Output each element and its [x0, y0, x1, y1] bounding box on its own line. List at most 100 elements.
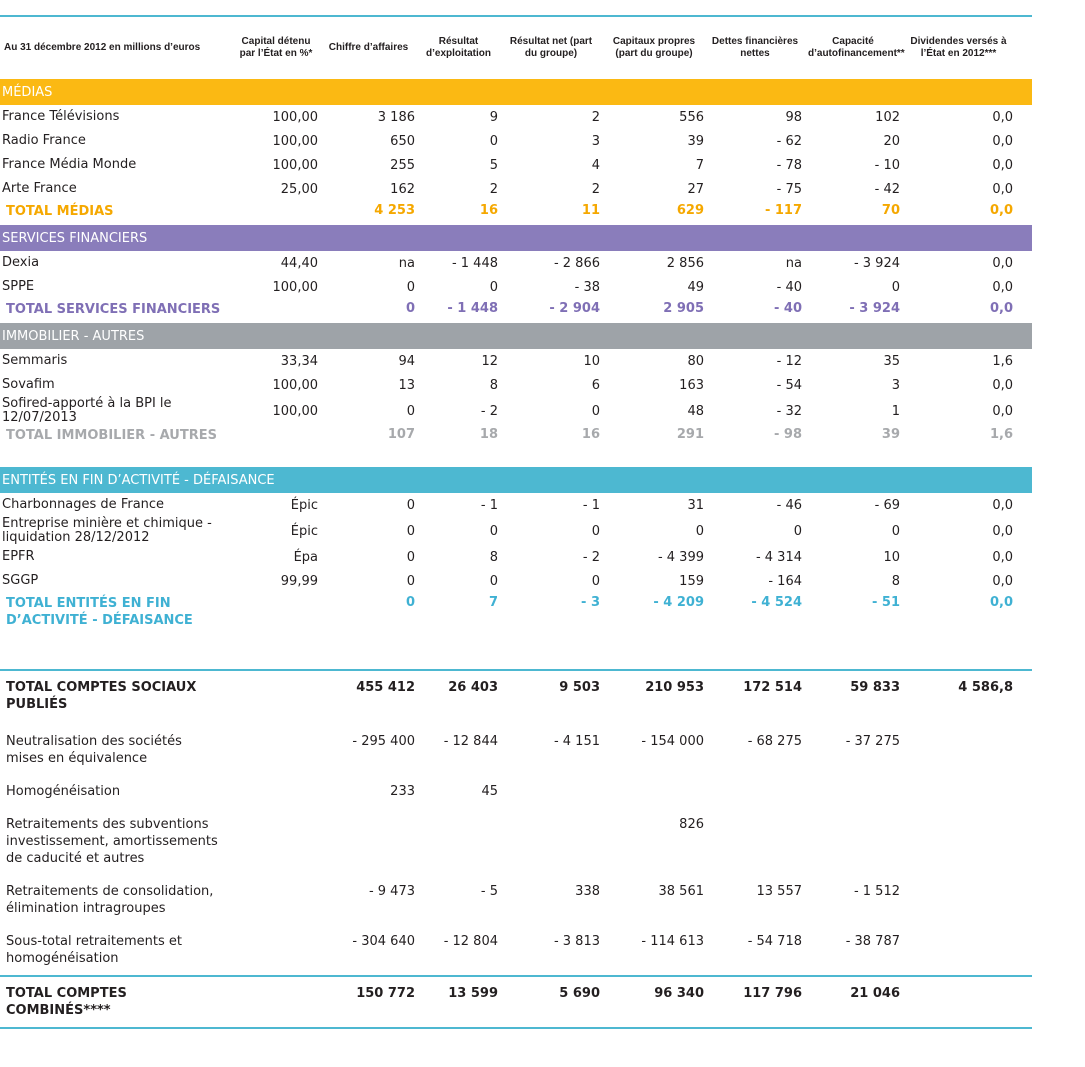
- data-row: Entreprise minière et chimique - liquida…: [0, 517, 1032, 545]
- column-header: Résultat d’exploitation: [426, 36, 491, 59]
- cell: 26 403: [417, 669, 500, 721]
- cell: 7: [488, 595, 498, 610]
- cell: - 12 844: [443, 734, 498, 749]
- cell: - 68 275: [747, 734, 802, 749]
- table-container: Au 31 décembre 2012 en millions d’euros C…: [0, 15, 1032, 1029]
- cell: 35: [883, 353, 900, 369]
- table-body: MÉDIAS France Télévisions 100,00 3 186 9 2 556…: [0, 79, 1032, 1029]
- cell: - 4 524: [751, 595, 802, 610]
- cell: - 37 275: [845, 734, 900, 749]
- cell: 10: [583, 353, 600, 369]
- spacer-cell: [1015, 493, 1032, 517]
- cell: - 54: [776, 377, 802, 393]
- data-row: Sovafim 100,00 13 8 6 163 - 54 3 0,0: [0, 373, 1032, 397]
- cell: 0: [489, 279, 498, 295]
- row-label: France Média Monde: [2, 157, 137, 172]
- gap-cell: [0, 449, 1032, 467]
- cell: 556: [679, 109, 704, 125]
- row-label: Retraitements des subventions investisse…: [6, 817, 218, 866]
- summary-row: Sous-total retraitements et homogénéisat…: [0, 925, 1032, 976]
- cell: 96 340: [602, 975, 706, 1029]
- cell: 0,0: [992, 523, 1013, 539]
- cell: 0: [489, 523, 498, 539]
- data-row: Semmaris 33,34 94 12 10 80 - 12 35 1,6: [0, 349, 1032, 373]
- cell: - 62: [776, 133, 802, 149]
- cell: - 117: [764, 203, 802, 218]
- spacer-cell: [1015, 373, 1032, 397]
- cell: - 164: [768, 573, 802, 589]
- empty-cell: [902, 875, 1015, 925]
- cell: - 295 400: [352, 734, 415, 749]
- cell: 0,0: [992, 109, 1013, 125]
- spacer-cell: [1015, 153, 1032, 177]
- summary-row: Retraitements de consolidation, éliminat…: [0, 875, 1032, 925]
- empty-cell: [232, 721, 320, 775]
- empty-cell: [902, 925, 1015, 976]
- row-label: TOTAL ENTITÉS EN FIN D’ACTIVITÉ - DÉFAIS…: [6, 596, 193, 628]
- cell: - 154 000: [641, 734, 704, 749]
- empty-cell: [706, 775, 804, 808]
- cell: 7: [695, 157, 704, 173]
- summary-total-row: TOTAL COMPTES SOCIAUX PUBLIÉS 455 412 26 4…: [0, 669, 1032, 721]
- cell: - 54 718: [747, 934, 802, 949]
- row-label: Sofired-apporté à la BPI le 12/07/2013: [2, 396, 172, 425]
- empty-cell: [902, 775, 1015, 808]
- cell: 16: [581, 427, 600, 442]
- spacer-cell: [1015, 397, 1032, 425]
- cell: 102: [875, 109, 900, 125]
- cell: 0: [591, 403, 600, 419]
- data-row: Arte France 25,00 162 2 2 27 - 75 - 42 0,0: [0, 177, 1032, 201]
- cell: 12: [481, 353, 498, 369]
- empty-cell: [804, 775, 902, 808]
- cell: - 4 151: [553, 734, 600, 749]
- empty-cell: [602, 775, 706, 808]
- cell: 0,0: [992, 403, 1013, 419]
- cell: 4: [591, 157, 600, 173]
- total-row: TOTAL IMMOBILIER - AUTRES 107 18 16 291 - 98 3…: [0, 425, 1032, 449]
- row-label: Retraitements de consolidation, éliminat…: [6, 884, 214, 916]
- cell: 8: [489, 549, 498, 565]
- cell: 100,00: [272, 157, 319, 173]
- header-spacer: [1015, 17, 1032, 79]
- data-row: France Média Monde 100,00 255 5 4 7 - 78 - 10 0,…: [0, 153, 1032, 177]
- cell: - 40: [776, 279, 802, 295]
- empty-cell: [232, 975, 320, 1029]
- cell: 45: [481, 784, 498, 799]
- cell: 159: [679, 573, 704, 589]
- data-row: Radio France 100,00 650 0 3 39 - 62 20 0,0: [0, 129, 1032, 153]
- column-header: Capital détenu par l’État en %*: [239, 36, 313, 59]
- cell: 455 412: [320, 669, 417, 721]
- row-label: France Télévisions: [2, 109, 120, 124]
- cell: 39: [687, 133, 704, 149]
- empty-cell: [232, 299, 320, 323]
- cell: 8: [891, 573, 900, 589]
- cell: 2 905: [663, 301, 704, 316]
- data-row: Sofired-apporté à la BPI le 12/07/2013 10…: [0, 397, 1032, 425]
- cell: - 9 473: [368, 884, 415, 899]
- section-title: ENTITÉS EN FIN D’ACTIVITÉ - DÉFAISANCE: [0, 467, 1032, 493]
- cell: 150 772: [320, 975, 417, 1029]
- summary-row: Homogénéisation 233 45: [0, 775, 1032, 808]
- cell: Épic: [290, 523, 318, 539]
- row-label: TOTAL COMPTES SOCIAUX PUBLIÉS: [0, 669, 232, 721]
- cell: 0: [489, 573, 498, 589]
- data-row: France Télévisions 100,00 3 186 9 2 556 98 102 0…: [0, 105, 1032, 129]
- cell: - 1 512: [853, 884, 900, 899]
- cell: 0: [891, 279, 900, 295]
- cell: - 3: [581, 595, 600, 610]
- empty-cell: [232, 425, 320, 449]
- empty-cell: [902, 975, 1015, 1029]
- gap-cell: [0, 629, 1032, 670]
- cell: 70: [881, 203, 900, 218]
- cell: 100,00: [272, 133, 319, 149]
- spacer-cell: [1015, 721, 1032, 775]
- cell: 338: [575, 884, 600, 899]
- cell: 100,00: [272, 279, 319, 295]
- empty-cell: [232, 875, 320, 925]
- cell: 99,99: [280, 573, 318, 589]
- total-row: TOTAL SERVICES FINANCIERS 0 - 1 448 - 2 904…: [0, 299, 1032, 323]
- cell: - 4 399: [657, 549, 704, 565]
- cell: - 2 866: [553, 255, 600, 271]
- cell: 0,0: [992, 377, 1013, 393]
- spacer-cell: [1015, 425, 1032, 449]
